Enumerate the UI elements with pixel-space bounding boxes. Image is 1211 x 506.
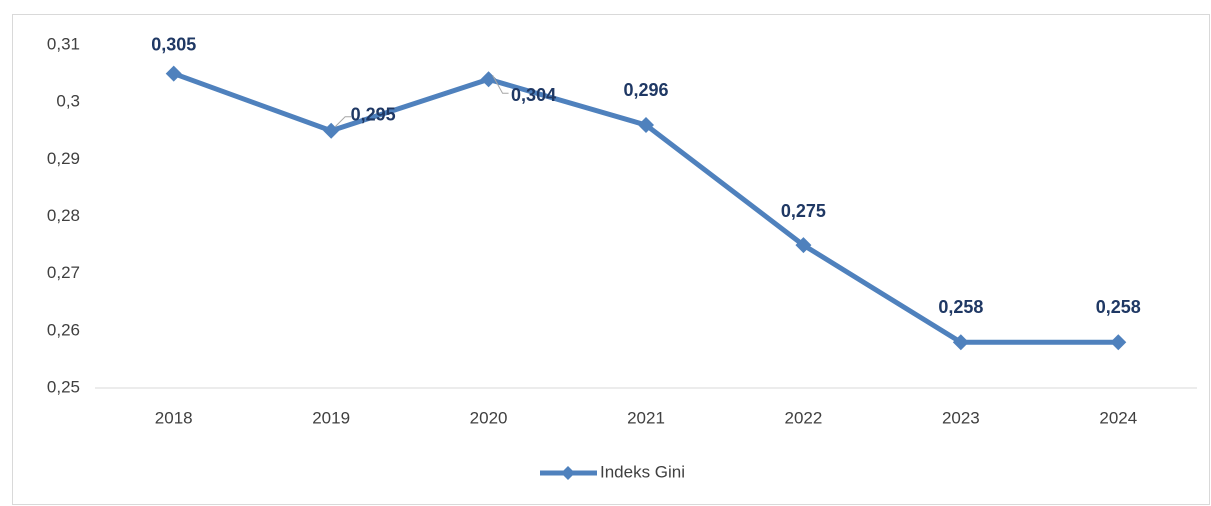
x-tick-label: 2023: [942, 408, 980, 427]
x-tick-label: 2020: [470, 408, 508, 427]
chart-frame: [12, 14, 1210, 505]
marker: [165, 65, 182, 82]
leader-line: [334, 116, 352, 128]
y-tick-label: 0,29: [47, 149, 80, 168]
y-tick-label: 0,26: [47, 320, 80, 339]
data-label: 0,304: [511, 85, 556, 105]
y-tick-label: 0,3: [56, 92, 80, 111]
marker: [638, 117, 654, 134]
x-tick-label: 2019: [312, 408, 350, 427]
marker: [480, 71, 497, 88]
x-tick-label: 2018: [155, 408, 193, 427]
y-tick-label: 0,28: [47, 206, 80, 225]
data-label: 0,258: [938, 297, 983, 317]
legend-label: Indeks Gini: [600, 462, 685, 481]
marker: [1110, 334, 1127, 351]
data-label: 0,305: [151, 34, 196, 54]
marker: [952, 334, 969, 351]
data-label: 0,296: [623, 80, 668, 100]
x-tick-label: 2022: [785, 408, 823, 427]
y-tick-label: 0,25: [47, 377, 80, 396]
y-tick-label: 0,27: [47, 263, 80, 282]
data-label: 0,295: [351, 105, 396, 125]
legend-marker: [561, 466, 575, 480]
leader-line: [492, 75, 509, 94]
data-label: 0,275: [781, 201, 826, 221]
y-tick-label: 0,31: [47, 34, 80, 53]
marker: [795, 237, 812, 254]
x-tick-label: 2024: [1099, 408, 1137, 427]
x-tick-label: 2021: [627, 408, 665, 427]
data-label: 0,258: [1096, 297, 1141, 317]
